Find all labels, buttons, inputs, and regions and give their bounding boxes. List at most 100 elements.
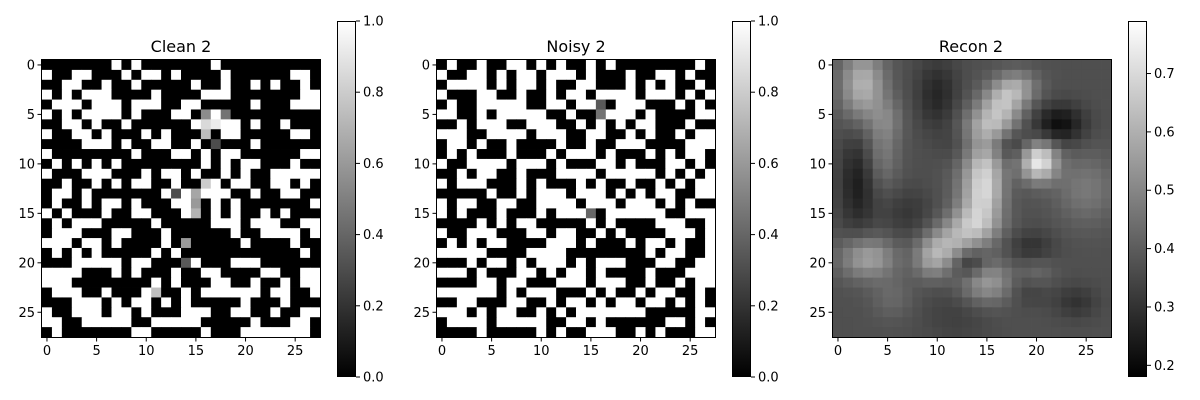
- heatmap-cell: [42, 99, 53, 110]
- heatmap-cell: [466, 60, 478, 71]
- heatmap-cell: [51, 69, 63, 81]
- colorbar-gradient: [1128, 21, 1147, 377]
- heatmap-cell: [576, 99, 587, 110]
- heatmap-cell: [705, 60, 716, 71]
- heatmap-cell: [131, 178, 142, 189]
- heatmap-cell: [1061, 89, 1072, 100]
- heatmap-cell: [220, 168, 232, 180]
- heatmap-cell: [1041, 89, 1052, 100]
- heatmap-cell: [991, 327, 1003, 338]
- heatmap-cell: [71, 287, 83, 298]
- heatmap-cell: [190, 89, 202, 100]
- heatmap-cell: [526, 79, 537, 91]
- heatmap-cell: [1101, 317, 1112, 328]
- heatmap-cell: [1081, 317, 1092, 328]
- heatmap-cell: [615, 129, 627, 140]
- heatmap-cell: [466, 238, 478, 249]
- heatmap-cell: [200, 129, 212, 140]
- heatmap-cell: [290, 149, 301, 160]
- heatmap-cell: [456, 109, 468, 120]
- heatmap-cell: [695, 297, 706, 308]
- heatmap-cell: [526, 327, 537, 338]
- heatmap-cell: [200, 60, 212, 71]
- heatmap-cell: [141, 218, 152, 229]
- heatmap-cell: [260, 178, 271, 189]
- heatmap-cell: [456, 69, 468, 81]
- heatmap-cell: [922, 238, 933, 249]
- heatmap-cell: [526, 119, 537, 130]
- heatmap-cell: [230, 168, 241, 180]
- heatmap-cell: [991, 247, 1003, 259]
- heatmap-cell: [506, 129, 517, 140]
- heatmap-cell: [595, 327, 607, 338]
- heatmap-cell: [685, 198, 696, 209]
- heatmap-cell: [161, 158, 172, 170]
- heatmap-cell: [526, 228, 537, 239]
- heatmap-cell: [972, 99, 983, 110]
- heatmap-cell: [310, 327, 321, 338]
- heatmap-cell: [1041, 228, 1052, 239]
- heatmap-cell: [61, 79, 73, 91]
- heatmap-cell: [466, 99, 478, 110]
- colorbar-tick-label: 0.3: [1154, 300, 1175, 315]
- heatmap-cell: [496, 257, 507, 269]
- heatmap-cell: [516, 257, 527, 269]
- heatmap-cell: [81, 89, 93, 100]
- heatmap-cell: [506, 228, 517, 239]
- heatmap-cell: [101, 307, 112, 318]
- heatmap-cell: [1061, 69, 1072, 81]
- heatmap-cell: [675, 218, 686, 229]
- heatmap-cell: [675, 178, 686, 189]
- heatmap-cell: [121, 297, 132, 308]
- heatmap-cell: [486, 327, 497, 338]
- heatmap-cell: [250, 178, 261, 189]
- heatmap-cell: [516, 208, 527, 219]
- heatmap-cell: [705, 119, 716, 130]
- x-axis: 0 5 10 15 20 25: [43, 337, 303, 359]
- heatmap-cell: [705, 208, 716, 219]
- heatmap-cell: [862, 277, 874, 288]
- heatmap-cell: [615, 228, 627, 239]
- heatmap-cell: [585, 79, 597, 91]
- heatmap-cell: [300, 79, 311, 91]
- heatmap-cell: [151, 247, 162, 259]
- heatmap-cell: [516, 228, 527, 239]
- heatmap-cell: [1091, 89, 1102, 100]
- heatmap-cell: [290, 238, 301, 249]
- heatmap-cell: [1101, 228, 1112, 239]
- heatmap-cell: [310, 188, 321, 199]
- heatmap-cell: [892, 158, 903, 170]
- heatmap-cell: [902, 188, 913, 199]
- heatmap-cell: [1101, 158, 1112, 170]
- heatmap-cell: [486, 257, 497, 269]
- heatmap-cell: [486, 168, 497, 180]
- heatmap-cell: [270, 149, 281, 160]
- heatmap-cell: [1041, 247, 1052, 259]
- heatmap-cell: [585, 277, 597, 288]
- heatmap-cell: [655, 79, 666, 91]
- heatmap-cell: [833, 267, 844, 279]
- heatmap-cell: [665, 99, 676, 110]
- heatmap-cell: [695, 218, 706, 229]
- heatmap-cell: [852, 247, 864, 259]
- heatmap-cell: [290, 257, 301, 269]
- heatmap-cell: [437, 277, 448, 288]
- heatmap-cell: [496, 277, 507, 288]
- heatmap-cell: [250, 99, 261, 110]
- heatmap-cell: [842, 158, 854, 170]
- heatmap-cell: [705, 287, 716, 298]
- heatmap-cell: [972, 218, 983, 229]
- heatmap-cell: [42, 198, 53, 209]
- heatmap-cell: [111, 297, 122, 308]
- heatmap-cell: [655, 208, 666, 219]
- heatmap-cell: [1011, 247, 1023, 259]
- heatmap-cell: [932, 158, 943, 170]
- heatmap-cell: [556, 129, 567, 140]
- heatmap-cell: [171, 69, 182, 81]
- heatmap-cell: [1081, 257, 1092, 269]
- heatmap-cell: [446, 158, 458, 170]
- heatmap-cell: [546, 327, 557, 338]
- heatmap-cell: [705, 129, 716, 140]
- heatmap-cell: [645, 287, 656, 298]
- heatmap-cell: [280, 99, 291, 110]
